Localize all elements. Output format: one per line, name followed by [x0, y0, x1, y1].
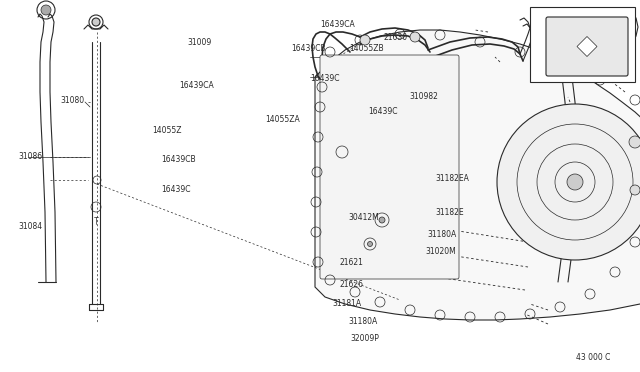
Text: 16439CA: 16439CA: [320, 20, 355, 29]
Text: 21626: 21626: [339, 280, 364, 289]
Bar: [530, 7, 635, 82]
Text: 310982: 310982: [410, 92, 438, 101]
Text: 31020M: 31020M: [426, 247, 456, 256]
FancyBboxPatch shape: [320, 55, 459, 279]
Circle shape: [92, 18, 100, 26]
Text: 31182EA: 31182EA: [435, 174, 469, 183]
Text: 31181A: 31181A: [333, 299, 362, 308]
Circle shape: [367, 241, 372, 247]
Circle shape: [548, 17, 562, 31]
Text: 31084: 31084: [18, 222, 42, 231]
Text: 30412M: 30412M: [349, 213, 380, 222]
Circle shape: [379, 217, 385, 223]
Circle shape: [497, 104, 640, 260]
Text: 32009P: 32009P: [351, 334, 380, 343]
Text: 14055ZB: 14055ZB: [349, 44, 383, 53]
Text: 21630: 21630: [384, 33, 408, 42]
Text: 14055ZA: 14055ZA: [266, 115, 300, 124]
Polygon shape: [315, 30, 640, 320]
Text: 43 000 C: 43 000 C: [576, 353, 611, 362]
Circle shape: [567, 174, 583, 190]
Circle shape: [630, 185, 640, 195]
Text: 21621: 21621: [339, 258, 363, 267]
Text: 31182E: 31182E: [435, 208, 464, 217]
FancyBboxPatch shape: [546, 17, 628, 76]
Text: 16439C: 16439C: [310, 74, 340, 83]
Circle shape: [41, 5, 51, 15]
Text: 16439C: 16439C: [368, 107, 397, 116]
Polygon shape: [577, 36, 597, 57]
Text: 16439CA: 16439CA: [179, 81, 214, 90]
Circle shape: [410, 32, 420, 42]
Text: 16439CB: 16439CB: [161, 155, 196, 164]
Text: 31036: 31036: [538, 31, 562, 40]
Text: 31086: 31086: [18, 152, 42, 161]
Text: 16439CB: 16439CB: [291, 44, 326, 53]
Text: 16439C: 16439C: [161, 185, 191, 194]
Circle shape: [629, 136, 640, 148]
Text: 31180A: 31180A: [349, 317, 378, 326]
Text: 31080: 31080: [61, 96, 85, 105]
Text: 31009: 31009: [187, 38, 211, 47]
Text: 31180A: 31180A: [428, 230, 457, 239]
Text: 14055Z: 14055Z: [152, 126, 182, 135]
Circle shape: [360, 35, 370, 45]
